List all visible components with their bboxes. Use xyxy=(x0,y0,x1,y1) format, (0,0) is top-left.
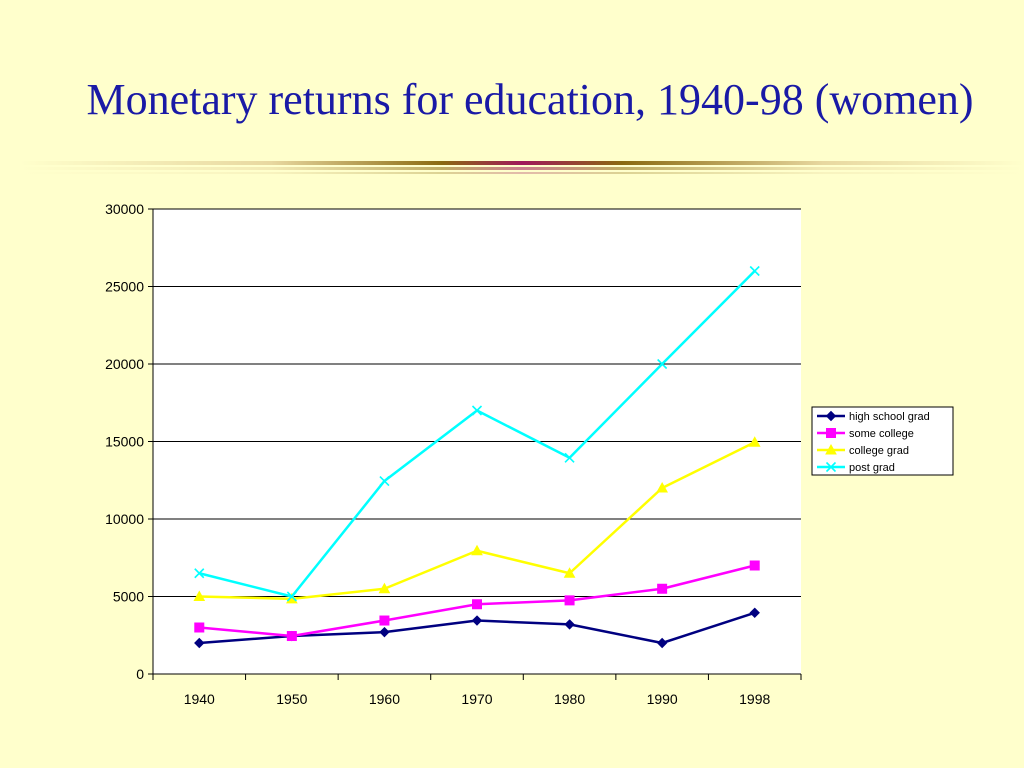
x-tick-label: 1940 xyxy=(184,691,215,707)
data-point-some-college xyxy=(657,583,668,594)
data-point-high-school-grad xyxy=(194,637,205,649)
data-point-high-school-grad xyxy=(471,615,483,626)
x-tick-label: 1960 xyxy=(369,691,400,707)
legend-label-high-school-grad: high school grad xyxy=(849,411,930,423)
y-tick-label: 5000 xyxy=(113,589,144,605)
data-point-some-college xyxy=(564,595,575,606)
data-point-college-grad xyxy=(563,567,576,578)
y-tick-label: 30000 xyxy=(105,201,144,217)
data-point-college-grad xyxy=(748,436,761,447)
y-tick-label: 0 xyxy=(136,666,144,682)
x-tick-label: 1950 xyxy=(276,691,307,707)
data-point-post-grad xyxy=(379,475,390,487)
y-tick-label: 20000 xyxy=(105,356,144,372)
legend-marker-high-school-grad xyxy=(825,410,837,422)
data-point-post-grad xyxy=(657,358,668,370)
data-point-some-college xyxy=(749,560,760,571)
legend-label-post-grad: post grad xyxy=(849,462,895,474)
y-tick-label: 25000 xyxy=(105,279,144,295)
x-tick-label: 1980 xyxy=(554,691,585,707)
x-tick-label: 1998 xyxy=(739,691,770,707)
data-point-some-college xyxy=(194,622,205,633)
x-tick-label: 1990 xyxy=(647,691,678,707)
legend-marker-post-grad xyxy=(825,461,837,473)
data-point-some-college xyxy=(472,599,482,610)
legend xyxy=(811,406,954,476)
data-point-high-school-grad xyxy=(379,626,390,638)
data-point-college-grad xyxy=(193,590,206,601)
data-point-some-college xyxy=(379,615,390,626)
title-divider xyxy=(20,161,1024,174)
data-point-post-grad xyxy=(471,405,483,416)
legend-marker-college-grad xyxy=(825,443,837,455)
data-point-high-school-grad xyxy=(749,607,760,618)
legend-label-some-college: some college xyxy=(849,428,914,440)
data-point-post-grad xyxy=(749,265,760,277)
legend-label-college-grad: college grad xyxy=(849,445,909,457)
data-point-post-grad xyxy=(194,568,205,579)
data-point-high-school-grad xyxy=(656,637,668,649)
slide-title: Monetary returns for education, 1940-98 … xyxy=(86,75,974,124)
y-tick-label: 15000 xyxy=(105,434,144,450)
legend-marker-some-college xyxy=(826,428,836,438)
data-point-some-college xyxy=(286,631,297,642)
data-point-post-grad xyxy=(564,452,575,463)
data-point-college-grad xyxy=(656,481,668,493)
data-point-post-grad xyxy=(286,591,297,602)
y-tick-label: 10000 xyxy=(105,511,144,527)
data-point-college-grad xyxy=(471,544,483,556)
x-tick-label: 1970 xyxy=(461,691,492,707)
data-point-high-school-grad xyxy=(564,619,575,630)
data-point-college-grad xyxy=(378,582,391,594)
